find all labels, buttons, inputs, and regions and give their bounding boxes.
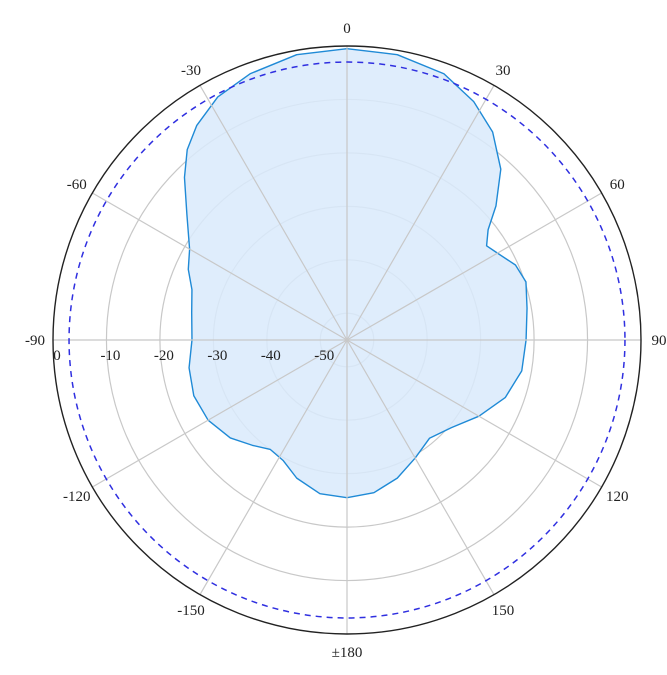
spoke-layer (53, 46, 641, 634)
radial-tick-label: -20 (154, 348, 174, 364)
grid-spoke (346, 339, 495, 595)
radial-tick-label: 0 (53, 348, 61, 364)
angle-tick-label: 0 (343, 21, 351, 37)
grid-spoke (92, 339, 348, 488)
radial-tick-label: -40 (261, 348, 281, 364)
grid-spoke (92, 192, 348, 341)
angle-tick-label: -120 (63, 489, 91, 505)
angle-tick-label: 30 (496, 63, 511, 79)
angle-tick-label: 150 (492, 603, 515, 619)
angle-tick-label: ±180 (332, 645, 363, 661)
angle-tick-label: -60 (67, 177, 87, 193)
angle-tick-label: -90 (25, 333, 45, 349)
label-layer: 0 30 60 90 120 150 ±180 -150 -120 -90 -60 -30 0 -10 -2… (25, 21, 667, 661)
grid-spoke (346, 339, 602, 488)
angle-tick-label: -150 (177, 603, 205, 619)
reference-circle (68, 61, 626, 619)
radial-tick-label: -30 (207, 348, 227, 364)
grid-spoke (346, 85, 495, 341)
angle-tick-label: -30 (181, 63, 201, 79)
grid-spoke (199, 339, 348, 595)
ring-layer (52, 45, 642, 635)
grid-spoke (346, 192, 602, 341)
angle-tick-label: 90 (652, 333, 667, 349)
grid-spoke (199, 85, 348, 341)
outer-ring (52, 45, 642, 635)
angle-tick-label: 60 (610, 177, 625, 193)
radial-tick-label: -50 (314, 348, 334, 364)
radial-tick-label: -10 (100, 348, 120, 364)
angle-tick-label: 120 (606, 489, 629, 505)
